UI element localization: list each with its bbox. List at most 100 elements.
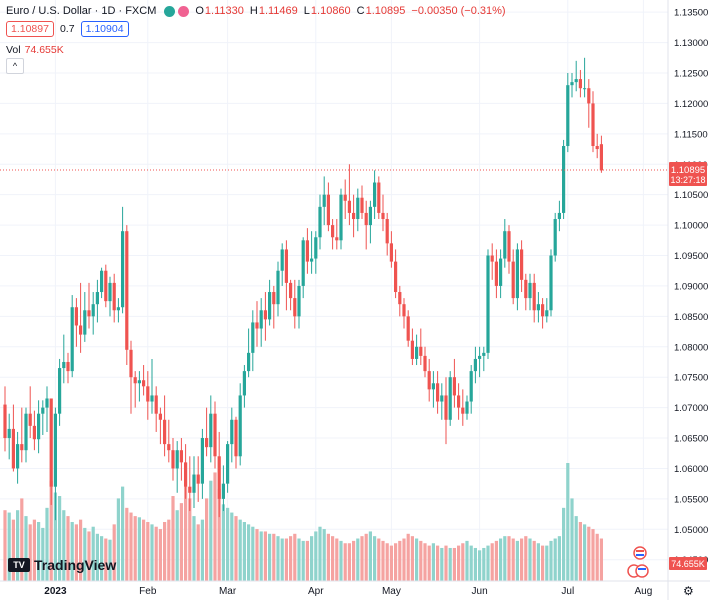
candle-body [179, 450, 183, 463]
candle-body [242, 371, 246, 396]
volume-bar [284, 538, 288, 581]
volume-bars [3, 463, 603, 581]
candle-body [217, 456, 221, 499]
candle-body [108, 282, 112, 302]
candle-body [62, 361, 66, 369]
candle-body [32, 425, 36, 440]
volume-bar [347, 543, 351, 581]
volume-bar [457, 545, 461, 581]
volume-bar [410, 536, 414, 581]
candle-body [297, 285, 301, 317]
legend-header: Euro / U.S. Dollar · 1D · FXCM O 1.11330 … [6, 5, 506, 17]
candle-body [423, 355, 427, 372]
candle-body [520, 249, 524, 280]
candle-body [41, 407, 45, 414]
volume-bar [255, 529, 259, 581]
event-flags-icon[interactable] [627, 564, 649, 578]
volume-bar [272, 533, 276, 581]
volume-bar [276, 536, 280, 581]
volume-bar [49, 480, 53, 581]
symbol-title[interactable]: Euro / U.S. Dollar · 1D · FXCM [6, 5, 157, 17]
candle-body [200, 438, 204, 484]
candle-body [226, 444, 230, 484]
volume-bar [339, 540, 343, 581]
volume-bar [427, 545, 431, 581]
candle-body [515, 249, 519, 299]
sell-button[interactable]: 1.10897 [6, 21, 54, 37]
x-tick-label: Feb [139, 586, 157, 597]
candle-body [7, 428, 11, 439]
candle-body [352, 212, 356, 220]
candle-body [343, 194, 347, 201]
volume-bar [154, 526, 158, 581]
candle-body [469, 371, 473, 402]
y-tick-label: 1.05000 [674, 525, 708, 536]
volume-bar [557, 536, 561, 581]
y-tick-label: 1.12500 [674, 69, 708, 80]
candle-body [444, 395, 448, 420]
candle-body [175, 450, 179, 469]
candle-body [3, 404, 7, 439]
candle-body [599, 144, 603, 171]
chevron-up-icon: ^ [12, 61, 18, 71]
candle-body [221, 483, 225, 499]
high-value: 1.11469 [258, 5, 298, 17]
candle-body [574, 79, 578, 83]
candle-body [37, 413, 41, 440]
volume-bar [146, 522, 150, 581]
volume-bar [150, 524, 154, 581]
candle-body [116, 307, 120, 311]
volume-bar [536, 543, 540, 581]
volume-bar [482, 547, 486, 581]
volume-bar [129, 512, 133, 581]
candle-body [440, 395, 444, 402]
time-axis[interactable]: 2023 Feb Mar Apr May Jun Jul Aug [44, 586, 652, 597]
candle-body [70, 307, 74, 372]
y-tick-label: 1.06500 [674, 434, 708, 445]
volume-bar [499, 538, 503, 581]
candle-body [385, 219, 389, 244]
candle-body [289, 282, 293, 299]
volume-bar [3, 510, 7, 581]
buy-button[interactable]: 1.10904 [80, 21, 129, 37]
candle-body [461, 407, 465, 414]
volume-bar [444, 545, 448, 581]
flag-icon[interactable] [633, 546, 647, 560]
data-feed-icon[interactable] [178, 5, 190, 17]
volume-bar [553, 538, 557, 581]
candle-body [167, 444, 171, 451]
collapse-legend-button[interactable]: ^ [6, 58, 24, 74]
candlesticks [3, 57, 603, 521]
candle-body [259, 310, 263, 329]
volume-bar [192, 516, 196, 581]
candle-body [347, 200, 351, 213]
candle-body [255, 322, 259, 329]
candle-body [368, 206, 372, 226]
candle-body [452, 377, 456, 396]
y-tick-label: 1.07000 [674, 403, 708, 414]
volume-bar [74, 524, 78, 581]
price-axis[interactable]: 1.135001.130001.125001.120001.115001.110… [674, 8, 708, 567]
volume-bar [305, 540, 309, 581]
volume-bar [368, 531, 372, 581]
volume-bar [419, 540, 423, 581]
volume-bar [511, 538, 515, 581]
volume-bar [280, 538, 284, 581]
x-tick-label: Mar [219, 586, 237, 597]
volume-bar [377, 538, 381, 581]
y-tick-label: 1.06000 [674, 464, 708, 475]
volume-label[interactable]: Vol [6, 44, 21, 56]
volume-bar [87, 531, 91, 581]
volume-bar [440, 547, 444, 581]
candle-body [490, 255, 494, 262]
volume-bar [112, 524, 116, 581]
volume-bar [503, 536, 507, 581]
volume-bar [490, 543, 494, 581]
candle-body [524, 279, 528, 299]
candle-body [503, 231, 507, 259]
tradingview-logo[interactable]: TV TradingView [8, 557, 116, 573]
volume-bar [507, 536, 511, 581]
settings-gear-icon[interactable]: ⚙ [683, 584, 694, 598]
